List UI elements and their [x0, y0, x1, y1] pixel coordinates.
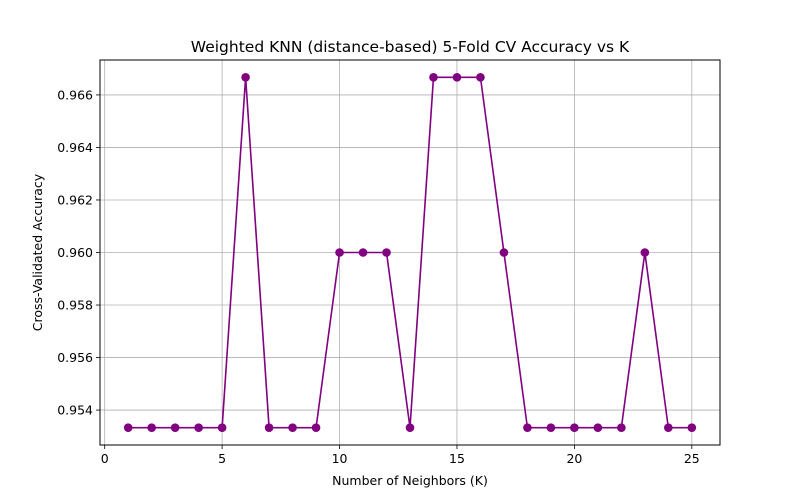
y-tick-label: 0.958: [57, 298, 93, 313]
data-point: [288, 423, 297, 432]
x-tick-label: 15: [449, 451, 465, 466]
data-point: [476, 73, 485, 82]
data-point: [311, 423, 321, 432]
data-point: [405, 423, 415, 432]
data-point: [640, 248, 650, 257]
plot-frame: [99, 59, 721, 446]
x-tick-label: 5: [218, 451, 226, 466]
data-point: [452, 73, 462, 82]
y-tick-label: 0.966: [57, 87, 93, 102]
data-point: [546, 423, 556, 432]
y-axis-label: Cross-Validated Accuracy: [30, 173, 45, 331]
y-tick-label: 0.956: [57, 350, 93, 365]
y-tick-label: 0.960: [57, 245, 93, 260]
data-point: [217, 423, 227, 432]
chart-title: Weighted KNN (distance-based) 5-Fold CV …: [191, 38, 630, 56]
data-point: [335, 248, 344, 257]
data-point: [123, 423, 133, 432]
data-point: [499, 248, 509, 257]
x-tick-label: 10: [332, 451, 348, 466]
data-point: [617, 423, 626, 432]
data-point: [194, 423, 203, 432]
data-point: [241, 73, 250, 82]
data-point: [147, 423, 156, 432]
y-tick-label: 0.954: [57, 403, 93, 418]
data-point: [358, 248, 368, 257]
y-axis-ticks: 0.954 0.956 0.958 0.960 0.962 0.964 0.966: [57, 87, 100, 418]
data-point: [170, 423, 180, 432]
x-tick-label: 0: [101, 451, 109, 466]
data-point: [593, 423, 603, 432]
data-point: [664, 423, 673, 432]
x-axis-ticks: 0 5 10 15 20 25: [101, 445, 700, 466]
data-point: [429, 73, 438, 82]
x-tick-label: 20: [566, 451, 582, 466]
y-tick-label: 0.964: [57, 140, 93, 155]
data-point: [382, 248, 391, 257]
data-point: [687, 423, 697, 432]
plot-series: [123, 73, 697, 432]
y-tick-label: 0.962: [57, 192, 93, 207]
data-point: [523, 423, 532, 432]
x-axis-label: Number of Neighbors (K): [332, 473, 488, 488]
grid: [100, 60, 720, 445]
data-point: [264, 423, 274, 432]
data-point: [570, 423, 579, 432]
x-tick-label: 25: [684, 451, 700, 466]
